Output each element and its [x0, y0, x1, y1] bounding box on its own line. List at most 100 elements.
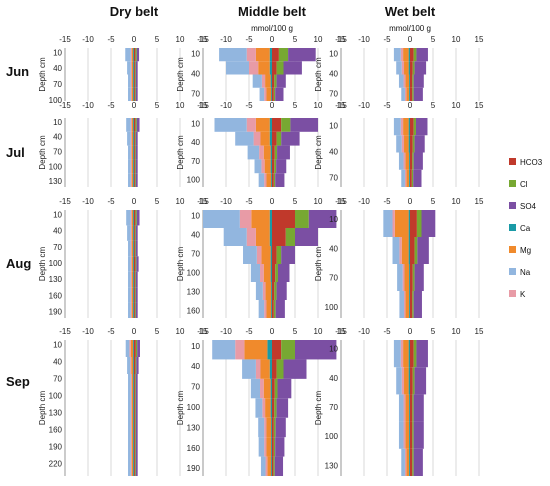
bar-segment-na: [226, 61, 249, 75]
bar-segment-na: [259, 87, 265, 101]
bar-segment-hco3: [410, 367, 413, 395]
bar-segment-mg: [255, 48, 270, 62]
bar-segment-k: [130, 374, 132, 391]
x-tick-label: 10: [452, 35, 461, 44]
bar-segment-mg: [131, 271, 134, 288]
bar-segment-na: [254, 159, 262, 174]
bar-segment-na: [128, 145, 131, 160]
bar-segment-k: [246, 118, 256, 132]
bar-segment-k: [404, 291, 406, 318]
bar-segment-k: [130, 225, 132, 241]
bar-segment-so4: [277, 264, 290, 282]
bar-segment-so4: [135, 442, 138, 459]
bar-segment-ca: [408, 118, 410, 136]
bar-segment-cl: [134, 287, 136, 303]
legend-label-so4: SO4: [520, 202, 537, 211]
x-tick-label: 10: [176, 197, 185, 206]
bar-segment-so4: [308, 210, 337, 228]
bar-segment-hco3: [134, 159, 135, 174]
bar-segment-ca: [133, 48, 134, 62]
depth-tick-label: 160: [49, 426, 63, 435]
bar-segment-mg: [131, 173, 134, 187]
bar-segment-na: [214, 118, 247, 132]
bar-segment-cl: [273, 417, 276, 438]
bar-segment-cl: [413, 118, 416, 136]
panel-aug-middle: 10 40 70 100 130 160 Depth cm: [176, 210, 342, 318]
belt-heading-wet: Wet belt: [385, 4, 436, 19]
bar-segment-cl: [276, 131, 282, 146]
bar-segment-k: [130, 425, 132, 442]
bar-segment-mg: [131, 145, 134, 160]
bar-segment-mg: [131, 256, 134, 272]
bar-segment-ca: [408, 48, 410, 62]
bar-segment-na: [127, 225, 131, 241]
bar-segment-cl: [273, 300, 276, 318]
bar-segment-ca: [269, 48, 272, 62]
depth-tick-label: 100: [49, 259, 63, 268]
bar-segment-hco3: [134, 240, 135, 257]
bar-segment-cl: [135, 357, 137, 374]
bar-segment-hco3: [272, 74, 275, 88]
bar-segment-k: [264, 87, 267, 101]
bar-segment-mg: [404, 135, 409, 153]
depth-tick-label: 40: [329, 244, 338, 253]
x-tick-label: 0: [408, 197, 413, 206]
depth-axis-label: Depth cm: [176, 391, 185, 426]
bar-segment-k: [239, 210, 252, 228]
bar-segment-cl: [276, 359, 284, 379]
bar-segment-na: [258, 300, 265, 318]
bar-segment-na: [401, 448, 405, 476]
bar-segment-cl: [134, 145, 136, 160]
bar-segment-cl: [273, 173, 276, 187]
bar-segment-cl: [276, 246, 282, 264]
bar-segment-cl: [134, 271, 136, 288]
bar-segment-na: [128, 159, 131, 174]
bar-segment-na: [128, 287, 131, 303]
bar-segment-k: [130, 61, 132, 75]
bar-segment-cl: [275, 264, 278, 282]
bar-segment-mg: [266, 87, 272, 101]
depth-axis-label: Depth cm: [176, 135, 185, 170]
bar-segment-k: [403, 394, 406, 422]
bar-segment-mg: [131, 225, 134, 241]
bar-segment-ca: [133, 256, 134, 272]
x-tick-label: -15: [59, 327, 71, 336]
bar-segment-mg: [131, 61, 134, 75]
depth-axis-label: Depth cm: [314, 391, 323, 426]
bar-segment-so4: [413, 394, 424, 422]
x-tick-label: -10: [358, 35, 370, 44]
x-tick-label: -10: [220, 35, 232, 44]
bar-segment-ca: [133, 159, 134, 174]
depth-tick-label: 70: [53, 148, 62, 157]
x-tick-label: 5: [293, 101, 298, 110]
bar-segment-na: [203, 210, 240, 228]
x-tick-label: -15: [335, 101, 347, 110]
x-tick-label: 15: [337, 35, 346, 44]
x-tick-label: 0: [132, 35, 137, 44]
bar-segment-na: [250, 378, 261, 399]
bar-segment-mg: [131, 357, 134, 374]
bar-segment-so4: [135, 425, 138, 442]
x-tick-label: -10: [82, 35, 94, 44]
depth-tick-label: 40: [191, 230, 200, 239]
x-tick-label: -15: [59, 35, 71, 44]
bar-segment-cl: [412, 135, 415, 153]
bar-segment-hco3: [410, 135, 413, 153]
depth-tick-label: 10: [53, 48, 62, 57]
bar-segment-k: [261, 74, 266, 88]
x-tick-label: 15: [475, 101, 484, 110]
x-tick-label: 5: [431, 197, 436, 206]
bar-segment-so4: [135, 87, 138, 101]
bar-segment-na: [396, 367, 402, 395]
x-tick-label: -15: [197, 101, 209, 110]
bar-segment-cl: [412, 394, 414, 422]
depth-tick-label: 100: [187, 176, 201, 185]
month-label-jun: Jun: [6, 64, 29, 79]
depth-tick-label: 70: [53, 375, 62, 384]
unit-label-wet: mmol/100 g: [389, 24, 431, 33]
depth-tick-label: 10: [53, 118, 62, 127]
bar-segment-na: [393, 340, 401, 368]
bar-segment-na: [255, 282, 263, 300]
bar-segment-k: [403, 421, 406, 449]
